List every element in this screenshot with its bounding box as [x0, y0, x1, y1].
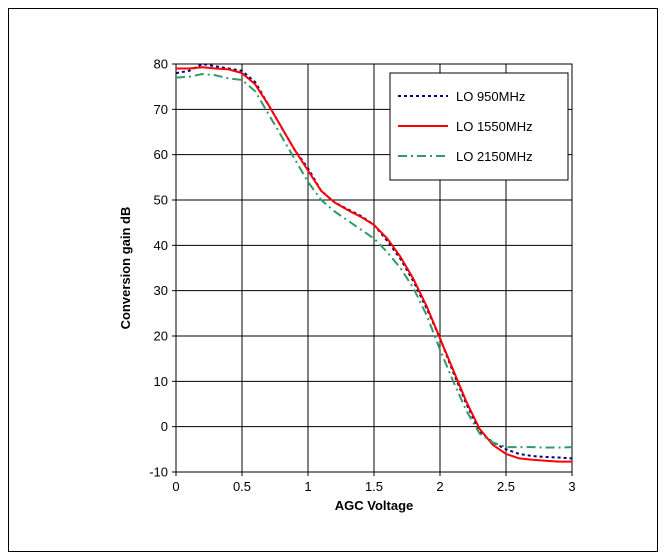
y-tick-label: 0 — [161, 419, 168, 434]
y-tick-label: 10 — [154, 374, 168, 389]
x-tick-label: 0 — [172, 479, 179, 494]
x-tick-label: 2 — [436, 479, 443, 494]
x-tick-label: 2.5 — [497, 479, 515, 494]
y-tick-label: 30 — [154, 283, 168, 298]
series-line-2 — [176, 66, 572, 463]
y-tick-label: 70 — [154, 102, 168, 117]
y-tick-label: 40 — [154, 238, 168, 253]
conversion-gain-chart: 0 0.5 1 1.5 2 2.5 3 -10 0 10 20 30 40 50 60 70 80 AGC Vo… — [118, 57, 576, 514]
y-tick-label: 20 — [154, 329, 168, 344]
x-tick-label: 3 — [568, 479, 575, 494]
y-tick-label: -10 — [149, 465, 168, 480]
x-tick-label: 1 — [304, 479, 311, 494]
y-tick-label: 60 — [154, 147, 168, 162]
legend-label: LO 2150MHz — [456, 149, 533, 164]
x-axis-title: AGC Voltage — [335, 498, 414, 513]
y-tick-label: 80 — [154, 57, 168, 72]
legend-label: LO 950MHz — [456, 89, 525, 104]
series-layer — [175, 63, 573, 463]
legend: LO 950MHz LO 1550MHz LO 2150MHz — [389, 72, 569, 181]
x-tick-label: 0.5 — [233, 479, 251, 494]
chart-frame: 0 0.5 1 1.5 2 2.5 3 -10 0 10 20 30 40 50 60 70 80 AGC Vo… — [8, 8, 658, 552]
y-axis-title: Conversion gain dB — [118, 207, 133, 330]
y-tick-label: 50 — [154, 193, 168, 208]
legend-label: LO 1550MHz — [456, 119, 533, 134]
tick-labels: 0 0.5 1 1.5 2 2.5 3 -10 0 10 20 30 40 50 60 70 80 — [149, 57, 575, 495]
x-tick-label: 1.5 — [365, 479, 383, 494]
